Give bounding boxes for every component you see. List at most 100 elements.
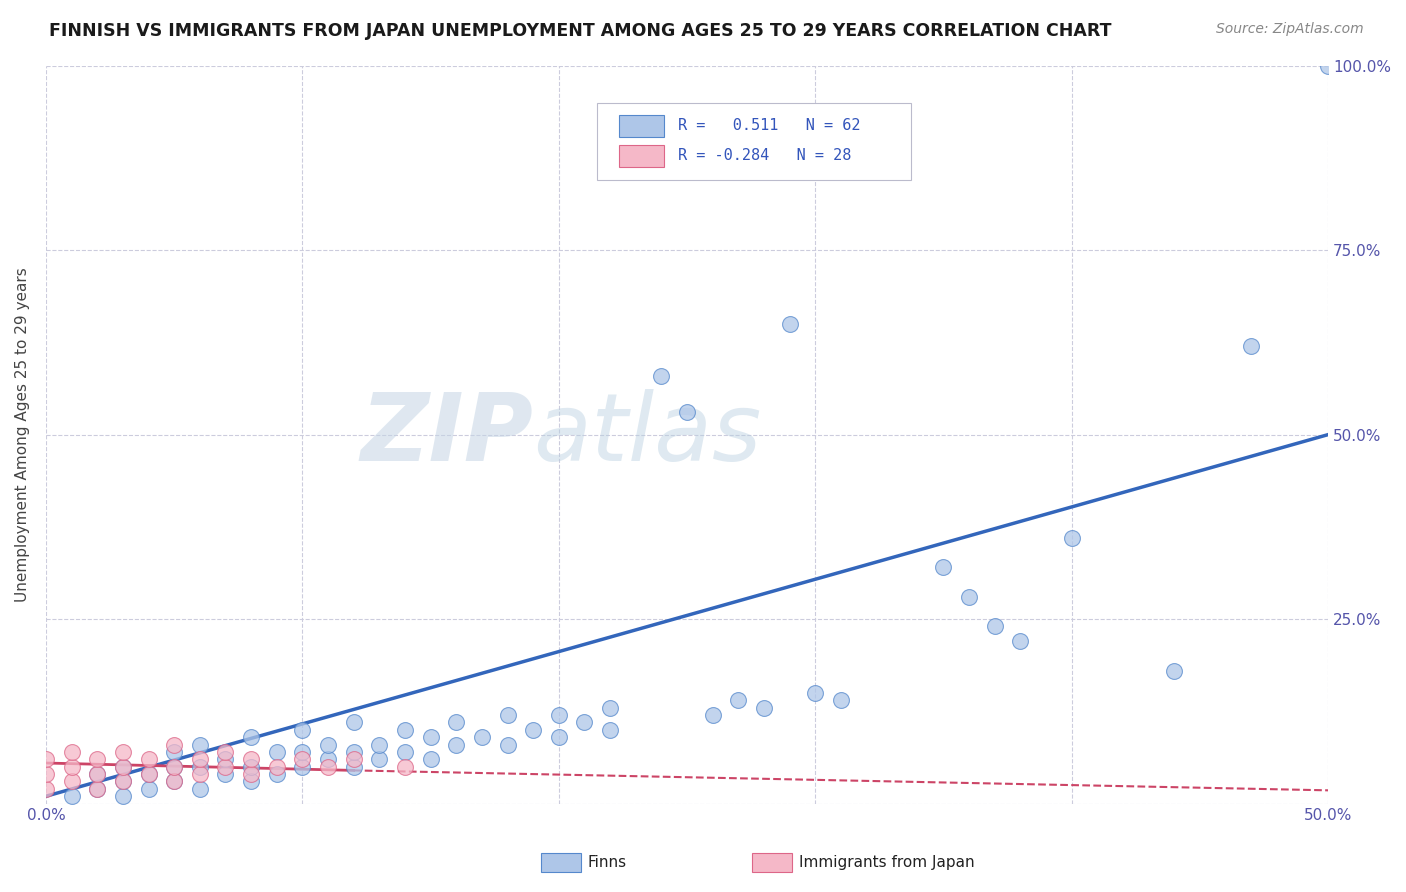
- Point: [1317, 59, 1340, 73]
- Point: [60, 789, 83, 804]
- Point: [163, 760, 186, 774]
- Point: [163, 738, 186, 752]
- Point: [214, 760, 236, 774]
- Point: [188, 738, 211, 752]
- Point: [316, 760, 339, 774]
- Point: [779, 317, 801, 331]
- Text: Immigrants from Japan: Immigrants from Japan: [799, 855, 974, 870]
- Point: [111, 774, 134, 789]
- Point: [35, 767, 58, 781]
- Point: [727, 693, 749, 707]
- Text: Finns: Finns: [588, 855, 627, 870]
- Point: [446, 715, 468, 730]
- Point: [86, 752, 108, 766]
- Point: [163, 745, 186, 759]
- Point: [446, 738, 468, 752]
- Point: [343, 752, 366, 766]
- Point: [138, 752, 160, 766]
- Point: [266, 760, 288, 774]
- Point: [574, 715, 596, 730]
- Point: [240, 730, 263, 744]
- Point: [138, 781, 160, 796]
- Point: [522, 723, 544, 737]
- Point: [1163, 664, 1185, 678]
- Point: [599, 700, 621, 714]
- Point: [35, 752, 58, 766]
- Point: [163, 774, 186, 789]
- Point: [702, 708, 724, 723]
- Point: [830, 693, 852, 707]
- Point: [111, 760, 134, 774]
- Point: [1060, 531, 1083, 545]
- Point: [111, 774, 134, 789]
- Point: [188, 767, 211, 781]
- Point: [266, 767, 288, 781]
- Y-axis label: Unemployment Among Ages 25 to 29 years: Unemployment Among Ages 25 to 29 years: [15, 268, 30, 602]
- Point: [419, 730, 441, 744]
- Point: [163, 760, 186, 774]
- Point: [471, 730, 494, 744]
- Point: [163, 774, 186, 789]
- Point: [138, 767, 160, 781]
- Point: [266, 745, 288, 759]
- Point: [599, 723, 621, 737]
- Bar: [619, 115, 664, 137]
- Point: [60, 760, 83, 774]
- Bar: [619, 145, 664, 167]
- Point: [547, 730, 569, 744]
- Point: [291, 723, 314, 737]
- Point: [316, 738, 339, 752]
- Point: [188, 781, 211, 796]
- Point: [343, 745, 366, 759]
- Point: [343, 760, 366, 774]
- Point: [650, 368, 672, 383]
- Point: [188, 752, 211, 766]
- Point: [368, 738, 391, 752]
- Point: [214, 745, 236, 759]
- Point: [214, 752, 236, 766]
- Point: [86, 767, 108, 781]
- Point: [1010, 634, 1032, 648]
- Point: [316, 752, 339, 766]
- Point: [86, 781, 108, 796]
- Point: [86, 767, 108, 781]
- Point: [214, 767, 236, 781]
- Point: [394, 760, 416, 774]
- Point: [804, 686, 827, 700]
- Point: [60, 745, 83, 759]
- Point: [368, 752, 391, 766]
- Point: [60, 774, 83, 789]
- Text: ZIP: ZIP: [360, 389, 533, 481]
- Text: R = -0.284   N = 28: R = -0.284 N = 28: [678, 148, 852, 163]
- Point: [984, 619, 1007, 633]
- Point: [240, 774, 263, 789]
- Point: [138, 767, 160, 781]
- Text: R =   0.511   N = 62: R = 0.511 N = 62: [678, 118, 860, 133]
- Point: [240, 767, 263, 781]
- Point: [343, 715, 366, 730]
- Point: [188, 760, 211, 774]
- Point: [394, 745, 416, 759]
- Text: FINNISH VS IMMIGRANTS FROM JAPAN UNEMPLOYMENT AMONG AGES 25 TO 29 YEARS CORRELAT: FINNISH VS IMMIGRANTS FROM JAPAN UNEMPLO…: [49, 22, 1112, 40]
- Text: Source: ZipAtlas.com: Source: ZipAtlas.com: [1216, 22, 1364, 37]
- Point: [86, 781, 108, 796]
- Point: [752, 700, 775, 714]
- Point: [676, 405, 699, 419]
- Point: [394, 723, 416, 737]
- Point: [291, 760, 314, 774]
- Text: atlas: atlas: [533, 389, 762, 480]
- Point: [547, 708, 569, 723]
- Point: [291, 745, 314, 759]
- Point: [35, 781, 58, 796]
- Point: [111, 760, 134, 774]
- Point: [932, 560, 955, 574]
- Point: [496, 708, 519, 723]
- FancyBboxPatch shape: [598, 103, 911, 180]
- Point: [240, 760, 263, 774]
- Point: [1240, 339, 1263, 353]
- Point: [419, 752, 441, 766]
- Point: [111, 745, 134, 759]
- Point: [111, 789, 134, 804]
- Point: [496, 738, 519, 752]
- Point: [240, 752, 263, 766]
